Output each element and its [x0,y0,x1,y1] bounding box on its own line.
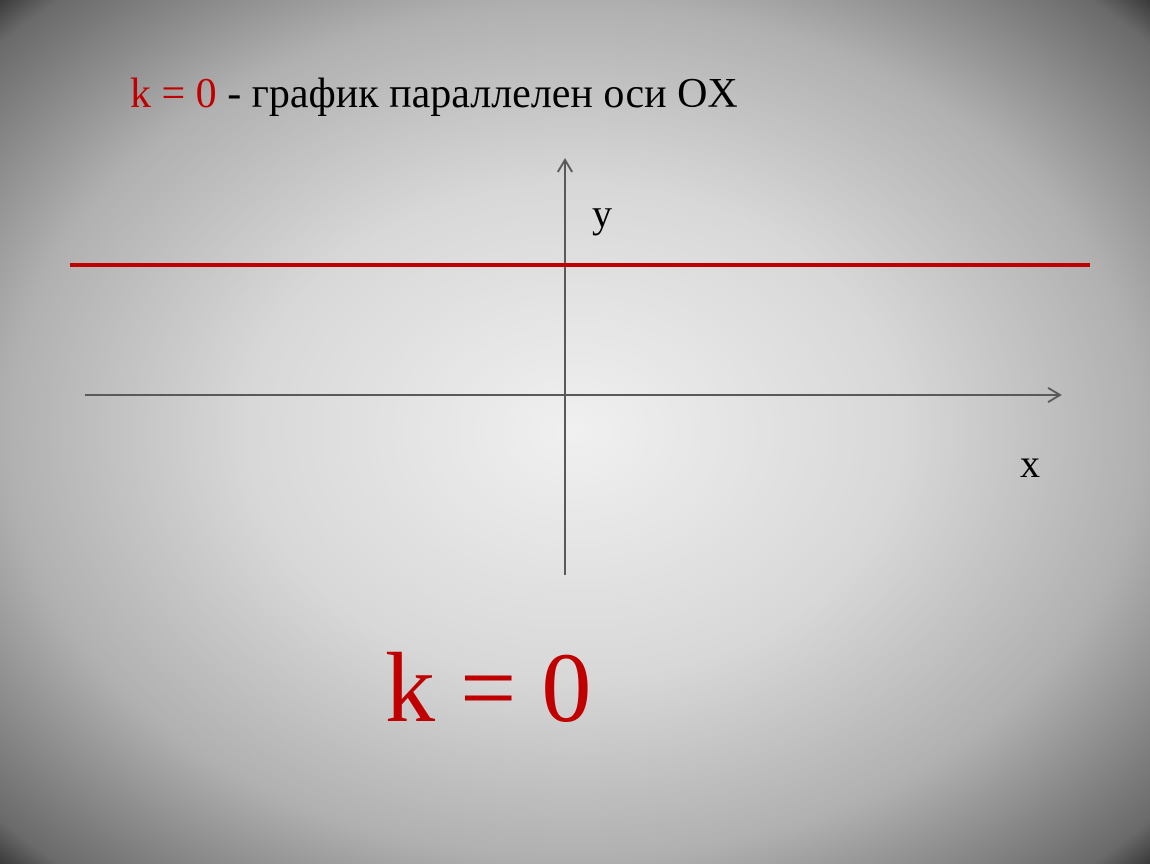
y-axis-label: y [592,190,612,237]
slide: k = 0 - график параллелен оси OХ y x k =… [0,0,1150,864]
x-axis-label: x [1020,440,1040,487]
formula-k-equals-zero: k = 0 [385,630,591,745]
